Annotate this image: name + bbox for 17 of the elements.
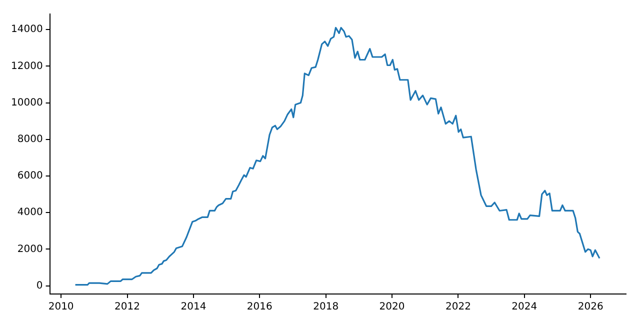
x-tick-label: 2024 xyxy=(512,302,538,313)
y-tick-label: 12000 xyxy=(11,60,43,72)
x-tick-label: 2026 xyxy=(578,302,604,313)
x-tick-label: 2010 xyxy=(48,302,74,313)
x-tick-label: 2016 xyxy=(246,302,272,313)
y-tick-label: 8000 xyxy=(17,134,43,145)
y-tick-label: 0 xyxy=(36,280,43,292)
y-tick-label: 10000 xyxy=(11,97,43,108)
x-tick-label: 2018 xyxy=(313,302,339,313)
x-tick-label: 2022 xyxy=(445,302,471,313)
y-tick-label: 2000 xyxy=(17,244,43,255)
y-tick-label: 4000 xyxy=(17,207,43,218)
x-tick-label: 2014 xyxy=(180,302,206,313)
x-tick-label: 2020 xyxy=(379,302,405,313)
y-tick-label: 6000 xyxy=(17,170,43,182)
y-tick-label: 14000 xyxy=(11,24,43,36)
x-tick-label: 2012 xyxy=(114,302,140,313)
